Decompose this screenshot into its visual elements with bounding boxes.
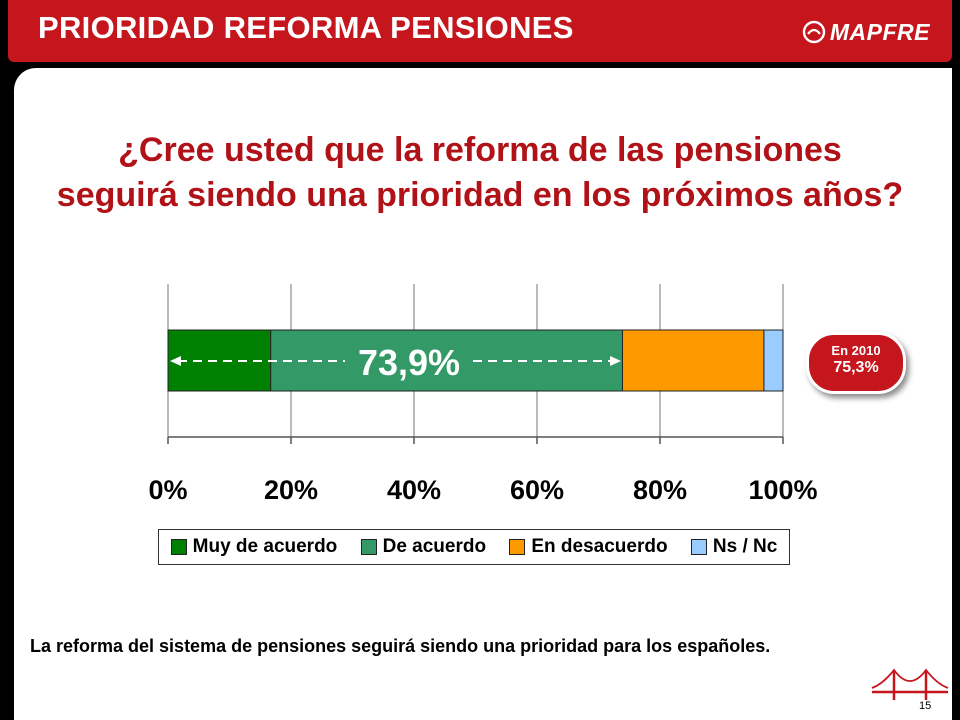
mapfre-logo: MAPFRE <box>801 18 930 46</box>
tick-label: 40% <box>387 475 441 505</box>
legend-label: De acuerdo <box>382 536 487 557</box>
tick-label: 60% <box>510 475 564 505</box>
content-panel <box>14 68 952 720</box>
logo-text: MAPFRE <box>829 18 930 45</box>
chart-legend: Muy de acuerdo De acuerdo En desacuerdo Ns … <box>158 529 790 565</box>
bar-en-desacuerdo <box>621 329 765 392</box>
annotation-arrowhead-left <box>170 356 181 366</box>
page-number: 15 <box>919 700 932 712</box>
legend-swatch <box>170 539 187 555</box>
legend-swatch <box>690 539 707 555</box>
mapfre-logo-icon <box>802 20 826 44</box>
badge-label: En 2010 <box>831 343 881 358</box>
badge-2010: En 2010 75,3% <box>806 332 906 394</box>
legend-item: Muy de acuerdo <box>170 536 338 558</box>
legend-label: En desacuerdo <box>531 536 668 557</box>
tick-label: 20% <box>264 475 318 505</box>
header-bar: PRIORIDAD REFORMA PENSIONES MAPFRE <box>8 0 952 62</box>
conclusion-text: La reforma del sistema de pensiones segu… <box>30 636 771 656</box>
legend-label: Ns / Nc <box>712 536 778 557</box>
page-title: PRIORIDAD REFORMA PENSIONES <box>38 10 574 45</box>
survey-question: ¿Cree usted que la reforma de las pensio… <box>0 128 960 218</box>
legend-swatch <box>360 539 377 555</box>
annotation-arrowhead-right <box>610 356 621 366</box>
bridge-logo-icon <box>871 668 949 700</box>
x-axis-ticks: 0% 20% 40% 60% 80% 100% <box>148 437 818 505</box>
annotation-label: 73,9% <box>358 342 460 383</box>
tick-label: 80% <box>633 475 687 505</box>
badge-value: 75,3% <box>833 359 879 376</box>
legend-item: De acuerdo <box>360 536 487 558</box>
bar-ns-nc <box>763 329 784 392</box>
question-line-1: ¿Cree usted que la reforma de las pensio… <box>118 131 842 169</box>
legend-item: Ns / Nc <box>690 536 778 558</box>
tick-label: 100% <box>748 475 817 505</box>
legend-label: Muy de acuerdo <box>192 536 338 557</box>
tick-label: 0% <box>148 475 187 505</box>
legend-swatch <box>509 539 526 555</box>
question-line-2: seguirá siendo una prioridad en los próx… <box>56 176 904 214</box>
legend-item: En desacuerdo <box>509 536 668 558</box>
